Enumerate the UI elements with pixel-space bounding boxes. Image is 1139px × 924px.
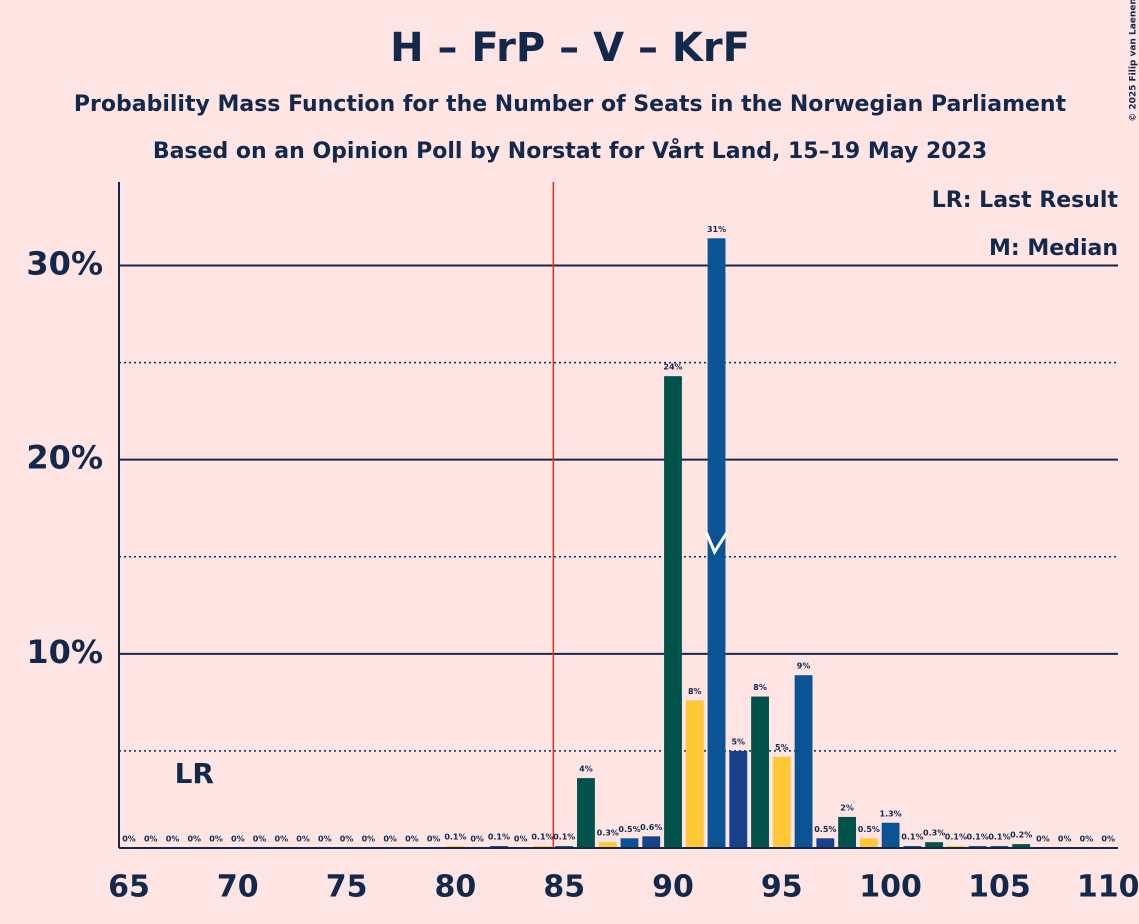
- value-label: 0%: [340, 835, 354, 844]
- value-label: 0%: [383, 835, 397, 844]
- value-label: 0%: [144, 835, 158, 844]
- last-result-label: LR: [175, 757, 214, 790]
- bar: [1012, 844, 1031, 848]
- x-tick-label: 75: [326, 870, 368, 905]
- value-label: 0%: [1058, 835, 1072, 844]
- value-label: 0.1%: [444, 833, 466, 842]
- median-marker: [705, 532, 728, 556]
- x-tick-label: 95: [761, 870, 803, 905]
- value-label: 5%: [731, 737, 745, 746]
- y-tick-label: 10%: [26, 633, 103, 671]
- value-label: 24%: [663, 363, 682, 372]
- chart-subtitle: Probability Mass Function for the Number…: [74, 92, 1067, 117]
- value-label: 8%: [688, 687, 702, 696]
- value-label: 0%: [275, 835, 289, 844]
- value-label: 0%: [427, 835, 441, 844]
- value-label: 0.5%: [858, 825, 880, 834]
- value-label: 31%: [707, 225, 726, 234]
- bar: [881, 822, 900, 848]
- x-tick-label: 90: [652, 870, 694, 905]
- bar: [729, 750, 748, 848]
- value-label: 8%: [753, 683, 767, 692]
- value-label: 0.5%: [814, 825, 836, 834]
- bar: [816, 838, 835, 848]
- value-label: 2%: [840, 803, 854, 812]
- value-label: 0%: [470, 835, 484, 844]
- value-label: 0%: [187, 835, 201, 844]
- bar: [859, 838, 878, 848]
- bar: [838, 816, 857, 848]
- value-label: 0.1%: [488, 833, 510, 842]
- legend-entry: LR: Last Result: [932, 188, 1119, 213]
- value-label: 0%: [1080, 835, 1094, 844]
- value-label: 0.3%: [597, 829, 619, 838]
- value-label: 0.2%: [1010, 831, 1032, 840]
- value-label: 0%: [122, 835, 136, 844]
- x-tick-label: 105: [968, 870, 1031, 905]
- value-label: 0%: [231, 835, 245, 844]
- bar: [707, 238, 726, 849]
- value-label: 0.1%: [988, 833, 1010, 842]
- value-label: 0%: [362, 835, 376, 844]
- bar: [772, 756, 791, 848]
- value-label: 0.1%: [553, 833, 575, 842]
- y-tick-label: 30%: [26, 244, 103, 282]
- bar: [794, 675, 813, 848]
- value-label: 1.3%: [880, 809, 902, 818]
- x-tick-label: 110: [1077, 870, 1139, 905]
- y-tick-label: 20%: [26, 439, 103, 477]
- bar: [577, 778, 595, 848]
- chart-subtitle: Based on an Opinion Poll by Norstat for …: [153, 138, 987, 164]
- value-label: 0.1%: [967, 833, 989, 842]
- value-label: 0%: [514, 835, 528, 844]
- value-label: 0.1%: [945, 833, 967, 842]
- value-label: 0.1%: [531, 833, 553, 842]
- x-tick-label: 80: [435, 870, 477, 905]
- value-label: 0%: [318, 835, 332, 844]
- x-tick-label: 65: [108, 870, 150, 905]
- value-label: 0%: [1036, 835, 1050, 844]
- x-tick-label: 70: [217, 870, 259, 905]
- x-tick-label: 85: [543, 870, 585, 905]
- value-label: 0%: [405, 835, 419, 844]
- value-label: 9%: [797, 662, 811, 671]
- value-label: 0.3%: [923, 829, 945, 838]
- value-label: 5%: [775, 743, 789, 752]
- bar: [620, 838, 639, 848]
- bar: [664, 376, 682, 848]
- value-label: 0%: [253, 835, 267, 844]
- value-label: 0.6%: [640, 823, 662, 832]
- value-label: 0%: [1101, 835, 1115, 844]
- x-tick-label: 100: [859, 870, 922, 905]
- value-label: 0.1%: [901, 833, 923, 842]
- bar: [751, 696, 769, 848]
- value-label: 4%: [579, 765, 593, 774]
- bar: [598, 842, 617, 848]
- bar: [685, 700, 704, 848]
- legend-entry: M: Median: [989, 236, 1118, 261]
- copyright: © 2025 Filip van Laenen: [1129, 0, 1139, 122]
- value-label: 0%: [209, 835, 223, 844]
- value-label: 0.5%: [618, 825, 640, 834]
- value-label: 0%: [296, 835, 310, 844]
- bar: [642, 836, 661, 848]
- value-label: 0%: [166, 835, 180, 844]
- chart-title: H – FrP – V – KrF: [390, 25, 750, 71]
- bar: [925, 842, 944, 848]
